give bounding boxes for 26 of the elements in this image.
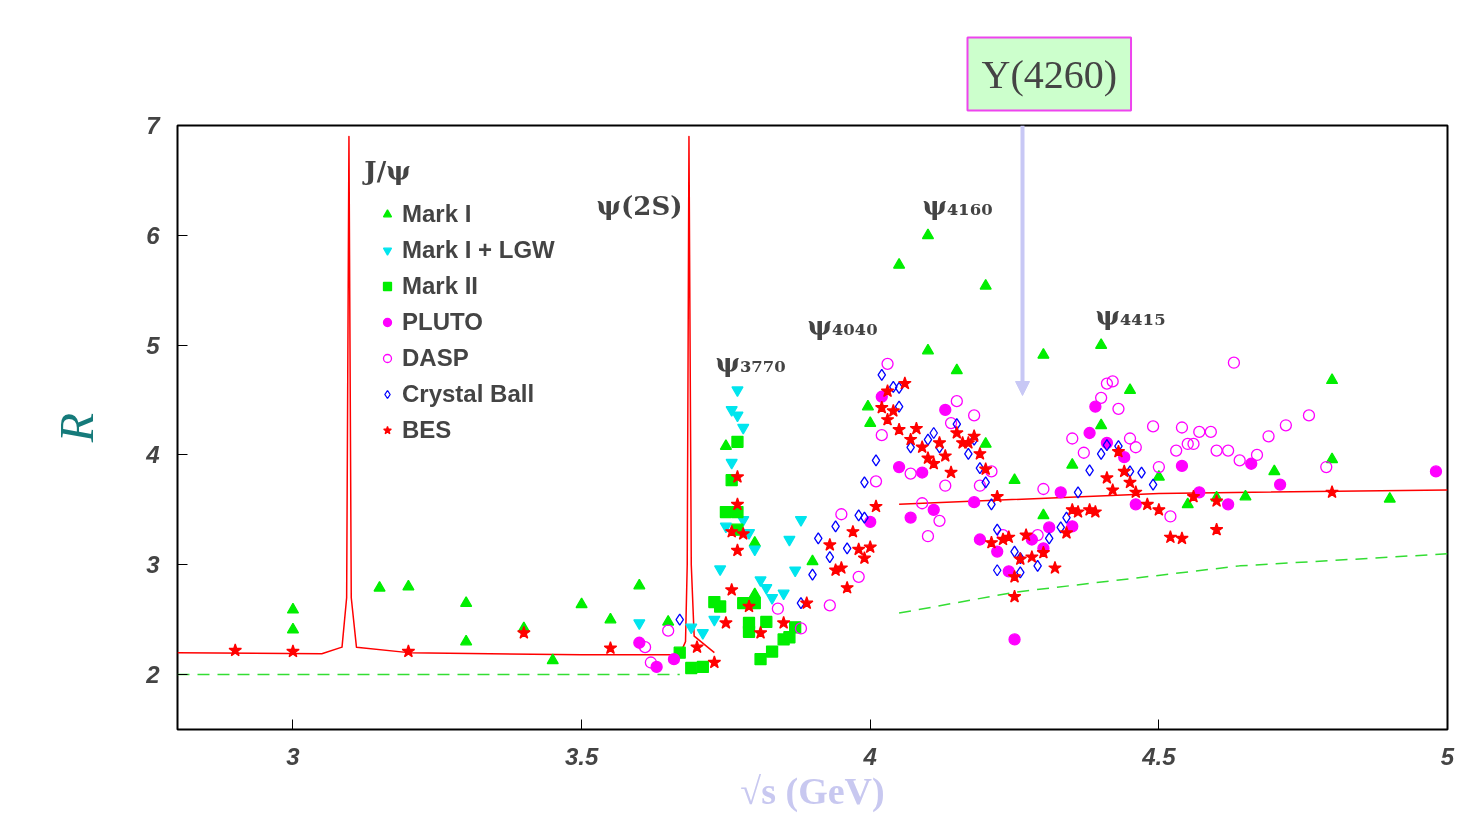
y-tick-label: 4 bbox=[145, 441, 160, 469]
annotation: ψ(2S) bbox=[596, 190, 683, 221]
y-tick-label: 7 bbox=[146, 112, 162, 139]
y-tick-label: 6 bbox=[146, 221, 161, 249]
y-axis-title: R bbox=[50, 412, 104, 444]
legend-label: DASP bbox=[402, 344, 469, 372]
annotation: ψ₄₁₆₀ bbox=[922, 190, 993, 221]
x-tick-label: 3.5 bbox=[564, 742, 599, 770]
y-tick-label: 5 bbox=[146, 331, 161, 359]
legend-label: BES bbox=[402, 416, 452, 444]
legend-label: PLUTO bbox=[402, 308, 483, 336]
x-tick-label: 4 bbox=[862, 742, 877, 770]
x-tick-label: 5 bbox=[1440, 742, 1455, 770]
annotation: ψ₄₄₁₅ bbox=[1095, 300, 1166, 331]
legend-label: Mark I + LGW bbox=[402, 236, 555, 264]
annotation: ψ₄₀₄₀ bbox=[807, 310, 878, 341]
legend-label: Crystal Ball bbox=[402, 380, 535, 408]
text: Y(4260) bbox=[981, 51, 1118, 97]
legend-label: Mark II bbox=[402, 272, 479, 300]
annotation: ψ₃₇₇₀ bbox=[715, 347, 786, 378]
y-tick-label: 3 bbox=[146, 551, 161, 579]
legend-label: Mark I bbox=[402, 200, 472, 228]
annotation: J/ψ bbox=[362, 155, 411, 186]
y-tick-label: 2 bbox=[145, 661, 161, 689]
x-tick-label: 3 bbox=[286, 742, 301, 770]
x-tick-label: 4.5 bbox=[1141, 742, 1177, 770]
